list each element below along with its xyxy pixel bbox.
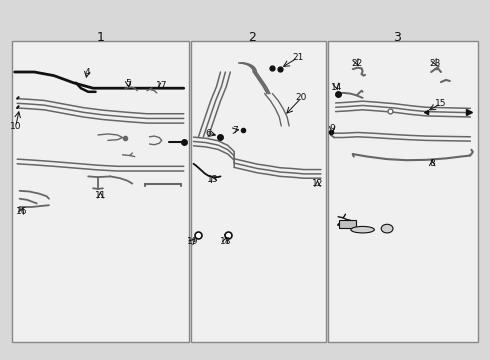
Text: 6: 6 xyxy=(206,129,212,138)
Text: 23: 23 xyxy=(429,59,441,68)
Text: 16: 16 xyxy=(16,207,27,216)
Bar xyxy=(328,41,478,342)
Bar xyxy=(191,41,326,342)
Text: 5: 5 xyxy=(125,79,131,88)
Text: 7: 7 xyxy=(232,126,238,135)
Ellipse shape xyxy=(351,226,374,233)
Text: 21: 21 xyxy=(292,53,304,62)
Text: 9: 9 xyxy=(329,125,335,134)
Text: 15: 15 xyxy=(435,99,447,108)
Text: 13: 13 xyxy=(207,175,219,184)
Text: 18: 18 xyxy=(220,237,231,246)
Text: 10: 10 xyxy=(10,122,22,131)
Text: 12: 12 xyxy=(312,179,323,188)
Text: 17: 17 xyxy=(156,81,168,90)
Text: 22: 22 xyxy=(351,59,362,68)
Text: 8: 8 xyxy=(429,159,435,168)
Text: 3: 3 xyxy=(393,31,401,44)
Text: 19: 19 xyxy=(187,237,198,246)
Text: 4: 4 xyxy=(84,68,90,77)
Circle shape xyxy=(381,224,393,233)
Bar xyxy=(12,41,189,342)
Text: 20: 20 xyxy=(295,94,307,103)
Text: 1: 1 xyxy=(97,31,104,44)
Text: 2: 2 xyxy=(248,31,256,44)
Bar xyxy=(339,220,356,228)
Text: 11: 11 xyxy=(95,191,106,199)
Text: 14: 14 xyxy=(331,83,343,92)
